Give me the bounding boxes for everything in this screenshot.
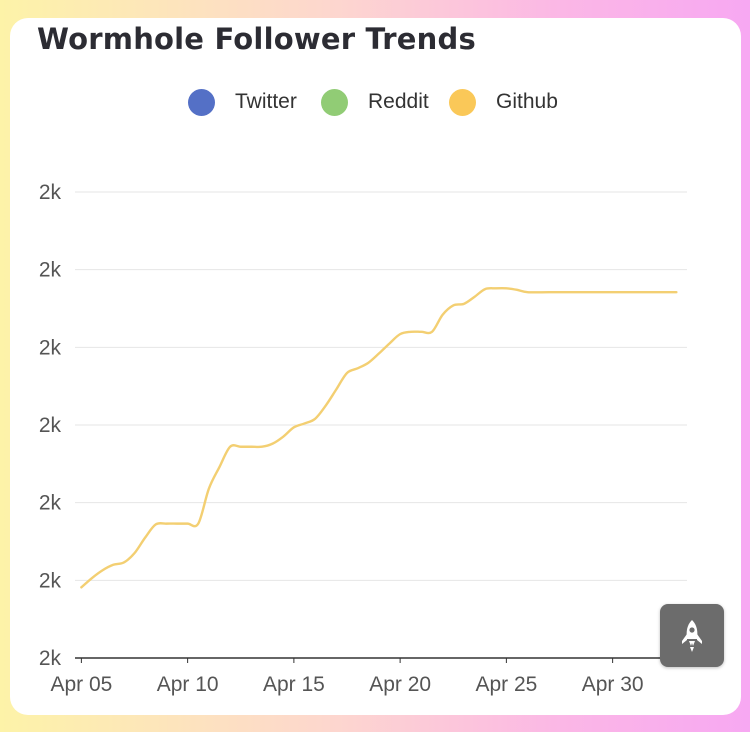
legend-dot-reddit bbox=[321, 88, 348, 116]
x-axis-ticks: Apr 05 Apr 10 Apr 15 Apr 20 Apr 25 Apr 30 bbox=[50, 658, 644, 696]
y-tick-label: 2k bbox=[39, 492, 62, 515]
y-axis-ticks: 2k 2k 2k 2k 2k 2k 2k bbox=[39, 181, 62, 670]
legend: Twitter Reddit Github bbox=[0, 86, 750, 118]
x-tick-label: Apr 20 bbox=[369, 673, 431, 696]
series-line-github bbox=[80, 286, 678, 589]
legend-dot-twitter bbox=[188, 88, 215, 116]
rocket-button[interactable] bbox=[660, 604, 724, 667]
chart-card bbox=[10, 18, 741, 715]
rocket-icon bbox=[682, 619, 702, 652]
y-tick-label: 2k bbox=[39, 336, 62, 359]
legend-item-twitter[interactable]: Twitter bbox=[188, 86, 297, 118]
x-tick-label: Apr 15 bbox=[263, 673, 325, 696]
y-tick-label: 2k bbox=[39, 259, 62, 282]
x-tick-label: Apr 30 bbox=[582, 673, 644, 696]
grid-lines bbox=[75, 191, 687, 581]
y-tick-label: 2k bbox=[39, 181, 62, 204]
legend-label-github: Github bbox=[496, 90, 558, 113]
legend-label-twitter: Twitter bbox=[235, 90, 297, 113]
y-tick-label: 2k bbox=[39, 414, 62, 437]
legend-item-github[interactable]: Github bbox=[449, 86, 558, 118]
x-tick-label: Apr 10 bbox=[157, 673, 219, 696]
y-tick-label: 2k bbox=[39, 569, 62, 592]
x-tick-label: Apr 25 bbox=[475, 673, 537, 696]
x-tick-label: Apr 05 bbox=[50, 673, 112, 696]
y-tick-label: 2k bbox=[39, 647, 62, 670]
legend-dot-github bbox=[449, 88, 476, 116]
legend-label-reddit: Reddit bbox=[368, 90, 429, 113]
series-group bbox=[80, 286, 678, 589]
legend-item-reddit[interactable]: Reddit bbox=[321, 86, 429, 118]
chart-title: Wormhole Follower Trends bbox=[37, 22, 476, 56]
